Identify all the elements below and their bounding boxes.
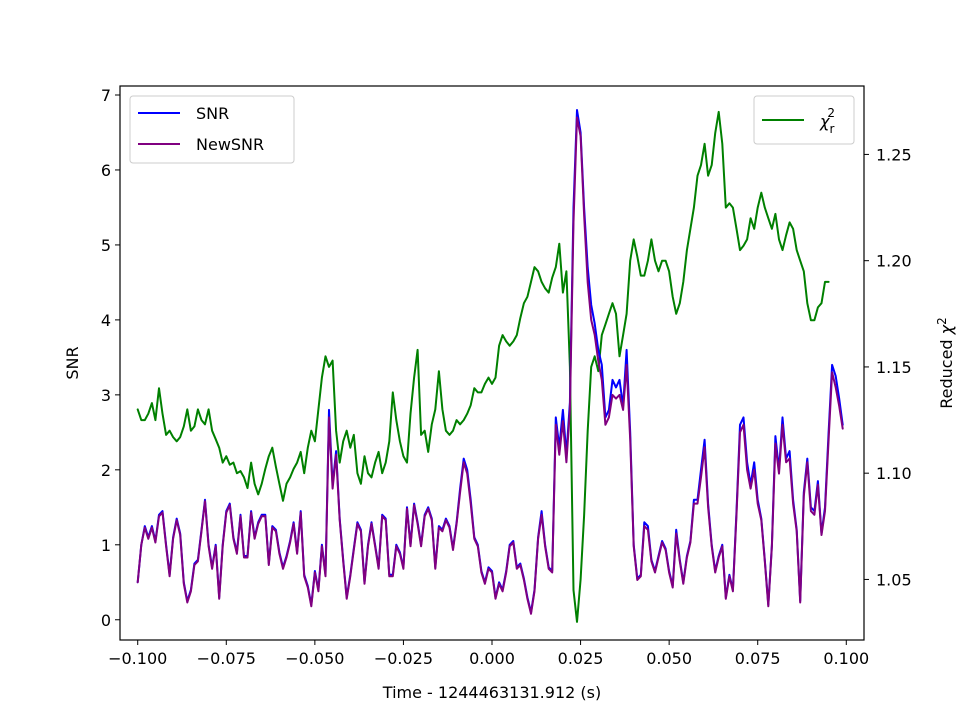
right-y-axis-label-superscript: 2 bbox=[935, 317, 949, 325]
x-tick-label: −0.075 bbox=[197, 649, 256, 668]
x-tick-label: 0.050 bbox=[646, 649, 692, 668]
newsnr-line bbox=[136, 116, 844, 615]
legend-newsnr-label: NewSNR bbox=[196, 135, 264, 154]
right-y-tick-label: 1.05 bbox=[876, 570, 912, 589]
left-y-tick-label: 7 bbox=[101, 86, 111, 105]
right-y-tick-label: 1.25 bbox=[876, 145, 912, 164]
left-y-axis-label: SNR bbox=[63, 346, 82, 379]
right-y-tick-label: 1.15 bbox=[876, 358, 912, 377]
left-y-tick-label: 6 bbox=[101, 161, 111, 180]
x-tick-label: 0.100 bbox=[823, 649, 869, 668]
legend-chi2-subscript: r bbox=[829, 122, 834, 136]
x-tick-label: 0.025 bbox=[558, 649, 604, 668]
x-axis-label: Time - 1244463131.912 (s) bbox=[382, 683, 601, 702]
left-y-tick-label: 4 bbox=[101, 311, 111, 330]
right-y-axis-label: Reduced χ2 bbox=[935, 317, 956, 409]
legend-chi2-symbol: χ bbox=[819, 112, 830, 131]
right-y-tick-label: 1.10 bbox=[876, 464, 912, 483]
left-y-tick-label: 5 bbox=[101, 236, 111, 255]
right-y-axis-ticks: 1.05 1.10 1.15 1.20 1.25 bbox=[864, 145, 912, 589]
legend-snr-label: SNR bbox=[196, 104, 229, 123]
legend-chi2-label: χr 2 bbox=[819, 106, 835, 136]
left-y-tick-label: 3 bbox=[101, 386, 111, 405]
series-layer bbox=[136, 109, 844, 623]
legend-left: SNR NewSNR bbox=[129, 95, 295, 164]
legend-chi2-superscript: 2 bbox=[827, 106, 835, 120]
legend-right: χr 2 bbox=[753, 95, 855, 145]
x-tick-label: 0.075 bbox=[735, 649, 781, 668]
x-tick-label: −0.025 bbox=[374, 649, 433, 668]
x-tick-label: −0.100 bbox=[108, 649, 167, 668]
left-y-axis-ticks: 0 1 2 3 4 5 6 7 bbox=[101, 86, 120, 630]
left-y-tick-label: 1 bbox=[101, 536, 111, 555]
x-tick-label: −0.050 bbox=[285, 649, 344, 668]
right-y-axis-label-main: Reduced bbox=[937, 334, 956, 408]
x-axis-ticks: −0.100 −0.075 −0.050 −0.025 0.000 0.025 0.050 0… bbox=[108, 640, 869, 668]
left-y-tick-label: 2 bbox=[101, 461, 111, 480]
right-y-tick-label: 1.20 bbox=[876, 252, 912, 271]
right-y-axis-label-symbol: χ bbox=[937, 324, 956, 335]
left-y-tick-label: 0 bbox=[101, 611, 111, 630]
x-tick-label: 0.000 bbox=[469, 649, 515, 668]
chi2-line bbox=[136, 110, 830, 623]
plot-area bbox=[120, 86, 864, 640]
